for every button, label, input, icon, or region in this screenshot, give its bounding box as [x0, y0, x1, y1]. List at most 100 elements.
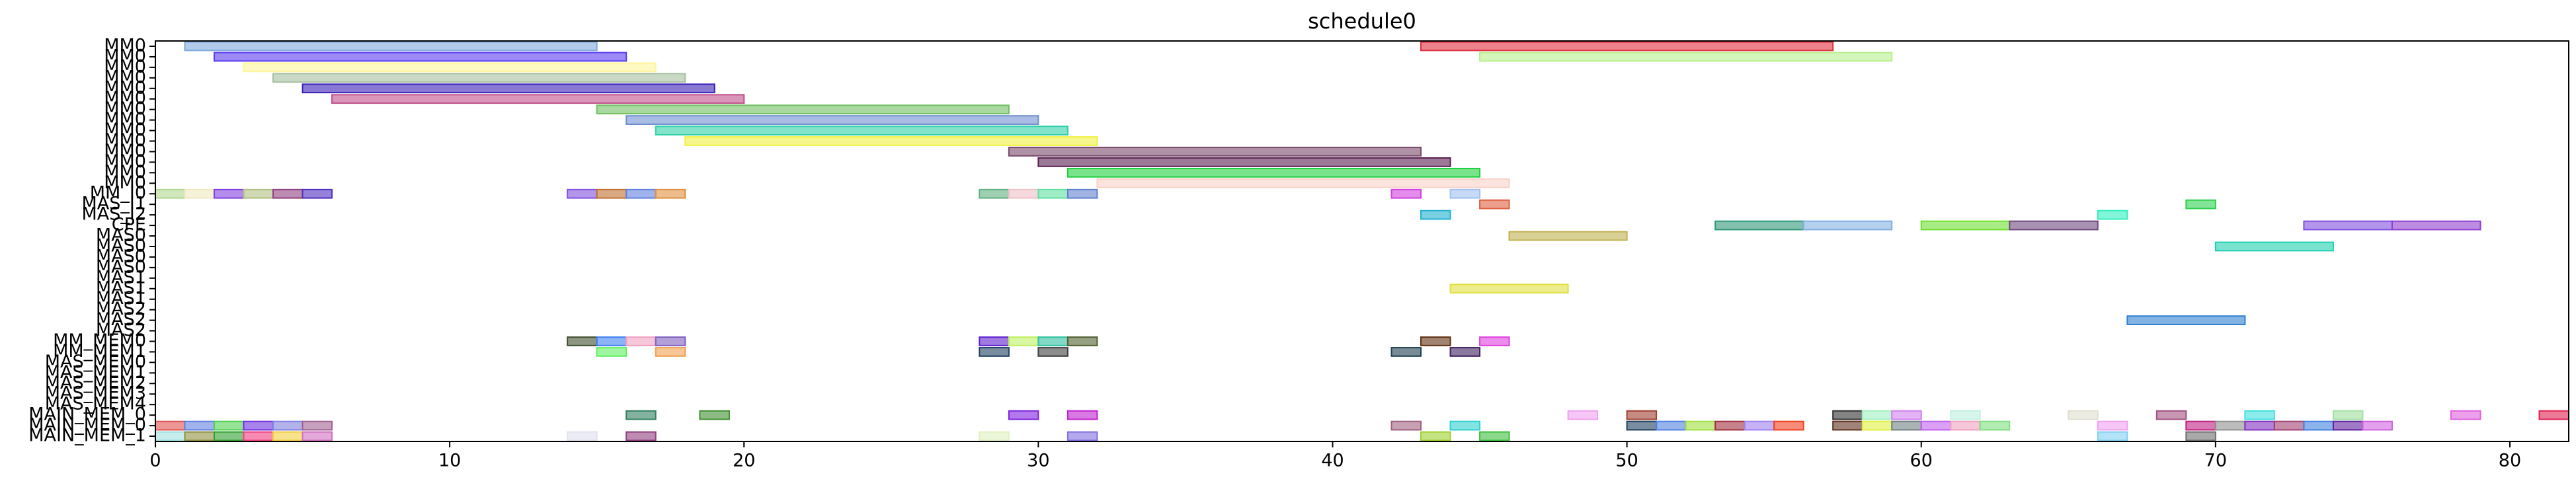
y-tick-label: MAS0 — [96, 246, 146, 266]
y-tick-label: MM_MEM1 — [53, 341, 146, 361]
x-tick-label: 80 — [2499, 451, 2521, 471]
task-bar — [625, 431, 657, 441]
task-bar — [1420, 431, 1451, 441]
task-bar — [2097, 209, 2128, 220]
plot-frame — [155, 40, 2569, 442]
task-bar — [2244, 410, 2275, 420]
y-tick-label: MM0 — [104, 141, 146, 161]
x-tick-label: 0 — [149, 451, 161, 471]
task-bar — [1773, 420, 1804, 431]
task-bar — [979, 336, 1010, 346]
task-bar — [1067, 188, 1098, 199]
x-tick-label: 40 — [1321, 451, 1344, 471]
x-tick-label: 70 — [2204, 451, 2227, 471]
task-bar — [184, 431, 216, 441]
task-bar — [1656, 420, 1687, 431]
y-tick-label: MM0 — [104, 162, 146, 182]
task-bar — [596, 188, 627, 199]
y-tick-label: MAS_MEM1 — [45, 362, 146, 383]
task-bar — [1920, 220, 2011, 231]
task-bar — [214, 420, 245, 431]
task-bar — [2068, 410, 2099, 420]
y-tick-label: MM0 — [104, 130, 146, 151]
y-tick-label: CPE — [112, 215, 146, 235]
y-tick-label: MAS2 — [96, 299, 146, 319]
task-bar — [1037, 188, 1068, 199]
y-tick-label: MM0 — [104, 98, 146, 119]
task-bar — [2450, 410, 2481, 420]
y-tick-label: MAIN_MEM_1 — [28, 426, 146, 446]
task-bar — [596, 336, 627, 346]
task-bar — [625, 410, 657, 420]
y-tick-label: MM0 — [104, 56, 146, 77]
y-tick-label: MM0 — [104, 77, 146, 98]
y-tick-label: MM_MEM0 — [53, 330, 146, 351]
task-bar — [1067, 336, 1098, 346]
task-bar — [1008, 336, 1039, 346]
y-tick-label: MAS_MEM4 — [45, 394, 146, 414]
y-tick-label: MAS_MEM0 — [45, 352, 146, 372]
task-bar — [2538, 410, 2569, 420]
task-bar — [2214, 420, 2246, 431]
task-bar — [2185, 420, 2216, 431]
task-bar — [2332, 410, 2364, 420]
task-bar — [1714, 420, 1746, 431]
task-bar — [1067, 410, 1098, 420]
y-tick-label: MAS2 — [96, 309, 146, 330]
task-bar — [2391, 220, 2481, 231]
task-bar — [1891, 410, 1922, 420]
task-bar — [1420, 336, 1451, 346]
task-bar — [243, 431, 274, 441]
task-bar — [302, 431, 333, 441]
task-bar — [596, 347, 627, 357]
task-bar — [2332, 420, 2364, 431]
y-tick-label: MAS0 — [96, 235, 146, 256]
task-bar — [1479, 431, 1510, 441]
task-bar — [1096, 178, 1510, 188]
y-tick-label: MAS0 — [96, 256, 146, 277]
task-bar — [1685, 420, 1716, 431]
task-bar — [1449, 420, 1481, 431]
task-bar — [1979, 420, 2011, 431]
task-bar — [684, 136, 1098, 146]
task-bar — [1479, 336, 1510, 346]
y-tick-label: MAS1 — [96, 267, 146, 287]
task-bar — [1832, 410, 1863, 420]
y-tick-label: MAS2 — [96, 320, 146, 340]
task-bar — [155, 188, 186, 199]
task-bar — [1626, 420, 1658, 431]
task-bar — [655, 347, 686, 357]
task-bar — [1390, 188, 1422, 199]
task-bar — [699, 410, 730, 420]
x-tick-label: 10 — [438, 451, 461, 471]
task-bar — [302, 420, 333, 431]
y-tick-label: MM0 — [104, 151, 146, 172]
y-tick-label: MM0 — [104, 46, 146, 66]
y-tick-label: MM0 — [104, 120, 146, 140]
task-bar — [2303, 220, 2393, 231]
task-bar — [2185, 199, 2216, 209]
task-bar — [1449, 347, 1481, 357]
task-bar — [1950, 410, 1981, 420]
task-bar — [184, 41, 598, 52]
chart-title: schedule0 — [1308, 9, 1416, 34]
y-tick-label: MAS1 — [96, 278, 146, 298]
y-tick-label: MM0 — [104, 109, 146, 130]
task-bar — [1008, 410, 1039, 420]
task-bar — [979, 188, 1010, 199]
task-bar — [243, 62, 657, 73]
task-bar — [625, 188, 657, 199]
task-bar — [302, 83, 715, 94]
y-tick-label: MAIN_MEM_0 — [28, 415, 146, 436]
task-bar — [2097, 431, 2128, 441]
x-tick-label: 20 — [733, 451, 755, 471]
y-tick-label: MAIN_MEM_0 — [28, 404, 146, 425]
task-bar — [1832, 420, 1863, 431]
task-bar — [1420, 41, 1834, 52]
task-bar — [1420, 209, 1451, 220]
y-tick-label: MAS_MEM2 — [45, 373, 146, 393]
y-tick-label: MAS_I2 — [81, 204, 146, 225]
task-bar — [1861, 420, 1893, 431]
task-bar — [1008, 147, 1422, 157]
task-bar — [1067, 431, 1098, 441]
